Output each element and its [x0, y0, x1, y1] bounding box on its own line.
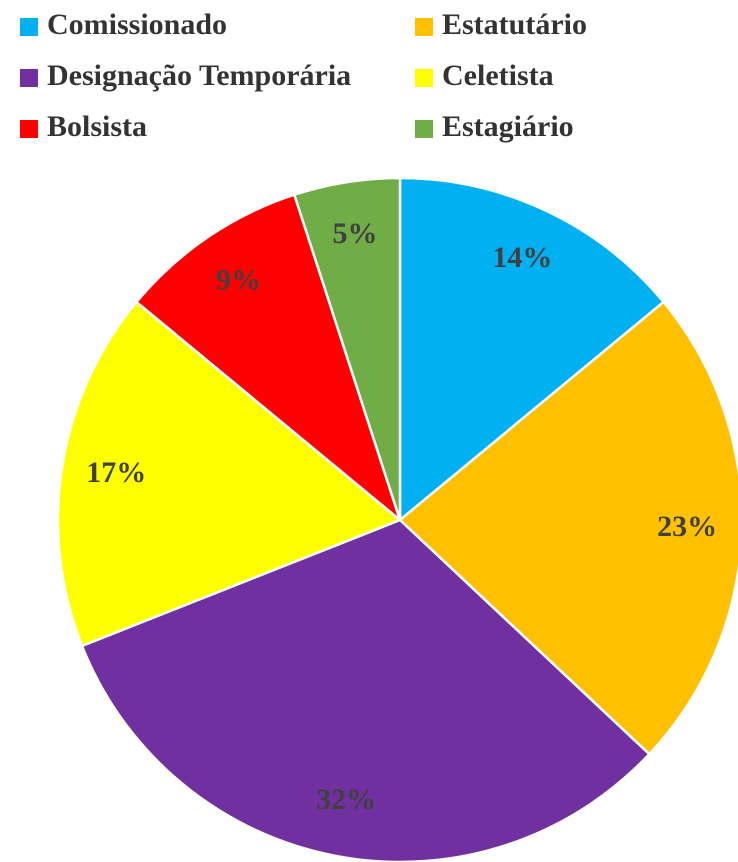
slice-label: 14%: [492, 241, 552, 274]
legend-swatch: [415, 18, 433, 36]
legend-swatch: [415, 69, 433, 87]
pie-slice: [398, 176, 666, 523]
legend-text: Designação Temporária: [47, 59, 351, 92]
slice-label: 9%: [216, 263, 261, 296]
pie-slice: [56, 300, 403, 648]
legend-swatch: [20, 120, 38, 138]
slice-label: 17%: [86, 456, 146, 489]
pie-slice: [398, 300, 738, 756]
legend-swatch: [415, 120, 433, 138]
legend-swatch: [20, 69, 38, 87]
legend-text: Estatutário: [442, 8, 587, 41]
pie-slice: [80, 518, 652, 862]
legend-text: Estagiário: [442, 110, 574, 143]
slice-label: 5%: [333, 217, 378, 250]
legend-text: Comissionado: [47, 8, 227, 41]
pie-slice: [292, 176, 402, 521]
legend-text: Celetista: [442, 59, 554, 92]
legend-text: Bolsista: [47, 110, 147, 143]
pie-slice: [134, 193, 403, 524]
slice-label: 23%: [657, 510, 717, 543]
slice-label: 32%: [316, 783, 376, 816]
legend-swatch: [20, 18, 38, 36]
